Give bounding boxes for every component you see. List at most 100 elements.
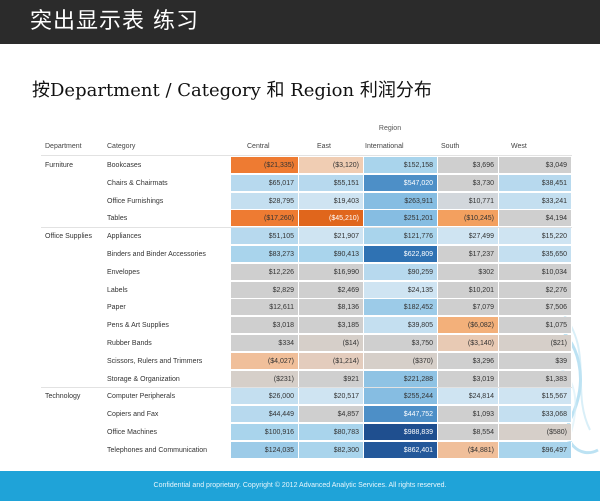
- department-divider: [41, 227, 572, 229]
- footer-bar: Confidential and proprietary. Copyright …: [0, 471, 600, 501]
- profit-cell: ($580): [499, 424, 572, 441]
- table-row: Copiers and Fax $44,449 $4,857 $447,752 $1,0…: [41, 406, 572, 424]
- profit-cell: $8,554: [438, 424, 499, 441]
- table-row: Office Machines $100,916 $80,783 $988,839 $8…: [41, 424, 572, 441]
- profit-cell: $96,497: [499, 441, 572, 459]
- header-region-south: South: [441, 143, 460, 150]
- profit-cell: ($10,245): [438, 210, 499, 228]
- profit-cell: ($6,082): [438, 317, 499, 335]
- profit-cell: ($4,027): [231, 352, 299, 370]
- table-row: Storage & Organization ($231) $921 $221,288…: [41, 370, 572, 388]
- profit-cell: $10,034: [499, 263, 572, 281]
- table-row: Furniture Bookcases ($21,335) ($3,120) $152,…: [41, 157, 572, 174]
- profit-cell: ($1,214): [299, 352, 364, 370]
- profit-cell: $3,049: [499, 157, 572, 174]
- profit-cell: ($231): [231, 370, 299, 388]
- highlight-table: Region Department Category Central East …: [41, 120, 572, 460]
- profit-cell: $447,752: [364, 406, 438, 424]
- profit-cell: ($4,881): [438, 441, 499, 459]
- profit-cell: $862,401: [364, 441, 438, 459]
- profit-cell: $10,201: [438, 281, 499, 299]
- profit-cell: $12,611: [231, 299, 299, 317]
- category-label: Telephones and Communication: [107, 446, 208, 454]
- profit-cell: $44,449: [231, 406, 299, 424]
- profit-cell: $39,805: [364, 317, 438, 335]
- table-row: Chairs & Chairmats $65,017 $55,151 $547,020…: [41, 174, 572, 192]
- table-row: Rubber Bands $334 ($14) $3,750 ($3,140) ($21): [41, 335, 572, 352]
- profit-cell: $80,783: [299, 424, 364, 441]
- category-label: Chairs & Chairmats: [107, 179, 168, 187]
- profit-cell: $33,241: [499, 192, 572, 210]
- profit-cell: $51,105: [231, 228, 299, 246]
- table-row: Technology Computer Peripherals $26,000 $20…: [41, 388, 572, 406]
- profit-cell: ($3,120): [299, 157, 364, 174]
- profit-cell: $26,000: [231, 388, 299, 406]
- profit-cell: $27,499: [438, 228, 499, 246]
- department-label: Furniture: [45, 162, 74, 169]
- region-caption: Region: [378, 125, 402, 132]
- profit-cell: ($370): [364, 352, 438, 370]
- profit-cell: $4,857: [299, 406, 364, 424]
- profit-cell: $38,451: [499, 174, 572, 192]
- department-label: Technology: [45, 393, 81, 401]
- table-row: Paper $12,611 $8,136 $182,452 $7,079 $7,506: [41, 299, 572, 317]
- category-label: Envelopes: [107, 268, 140, 276]
- category-label: Labels: [107, 286, 128, 294]
- category-label: Tables: [107, 215, 128, 223]
- profit-cell: ($21,335): [231, 157, 299, 174]
- profit-cell: $547,020: [364, 174, 438, 192]
- profit-cell: $65,017: [231, 174, 299, 192]
- category-label: Office Furnishings: [107, 197, 164, 205]
- table-row: Labels $2,829 $2,469 $24,135 $10,201 $2,276: [41, 281, 572, 299]
- category-label: Rubber Bands: [107, 340, 152, 347]
- profit-cell: $15,220: [499, 228, 572, 246]
- profit-cell: $24,814: [438, 388, 499, 406]
- profit-cell: $1,093: [438, 406, 499, 424]
- table-row: Telephones and Communication $124,035 $82,…: [41, 441, 572, 459]
- category-label: Binders and Binder Accessories: [107, 251, 206, 258]
- table-row: Scissors, Rulers and Trimmers ($4,027) ($1…: [41, 352, 572, 370]
- profit-cell: $263,911: [364, 192, 438, 210]
- profit-cell: $39: [499, 352, 572, 370]
- profit-cell: $3,750: [364, 335, 438, 352]
- profit-cell: $8,136: [299, 299, 364, 317]
- profit-cell: $221,288: [364, 370, 438, 388]
- profit-cell: $302: [438, 263, 499, 281]
- profit-cell: $17,237: [438, 246, 499, 263]
- profit-cell: $124,035: [231, 441, 299, 459]
- profit-cell: $33,068: [499, 406, 572, 424]
- category-label: Bookcases: [107, 162, 142, 169]
- header-divider: [41, 155, 572, 156]
- slide-subtitle: 按Department / Category 和 Region 利润分布: [32, 80, 432, 101]
- department-label: Office Supplies: [45, 233, 92, 241]
- profit-cell: $82,300: [299, 441, 364, 459]
- profit-cell: $16,990: [299, 263, 364, 281]
- profit-cell: $988,839: [364, 424, 438, 441]
- profit-cell: $35,650: [499, 246, 572, 263]
- profit-cell: $28,795: [231, 192, 299, 210]
- department-divider: [41, 387, 572, 389]
- profit-cell: ($17,260): [231, 210, 299, 228]
- profit-cell: $3,696: [438, 157, 499, 174]
- profit-cell: $2,276: [499, 281, 572, 299]
- header-region-central: Central: [247, 143, 270, 150]
- header-region-east: East: [317, 143, 332, 150]
- profit-cell: $24,135: [364, 281, 438, 299]
- category-label: Pens & Art Supplies: [107, 322, 169, 330]
- header-category: Category: [107, 143, 136, 150]
- profit-cell: ($14): [299, 335, 364, 352]
- profit-cell: $90,259: [364, 263, 438, 281]
- table-row: Office Furnishings $28,795 $19,403 $263,911…: [41, 192, 572, 210]
- profit-cell: $622,809: [364, 246, 438, 263]
- profit-cell: ($3,140): [438, 335, 499, 352]
- category-label: Copiers and Fax: [107, 411, 159, 419]
- category-label: Paper: [107, 304, 126, 312]
- table-row: Binders and Binder Accessories $83,273 $90…: [41, 246, 572, 263]
- profit-cell: $90,413: [299, 246, 364, 263]
- header-region-west: West: [511, 143, 527, 150]
- profit-cell: $3,185: [299, 317, 364, 335]
- profit-cell: $83,273: [231, 246, 299, 263]
- slide-title: 突出显示表 练习: [0, 0, 600, 44]
- category-label: Office Machines: [107, 429, 158, 436]
- profit-cell: $20,517: [299, 388, 364, 406]
